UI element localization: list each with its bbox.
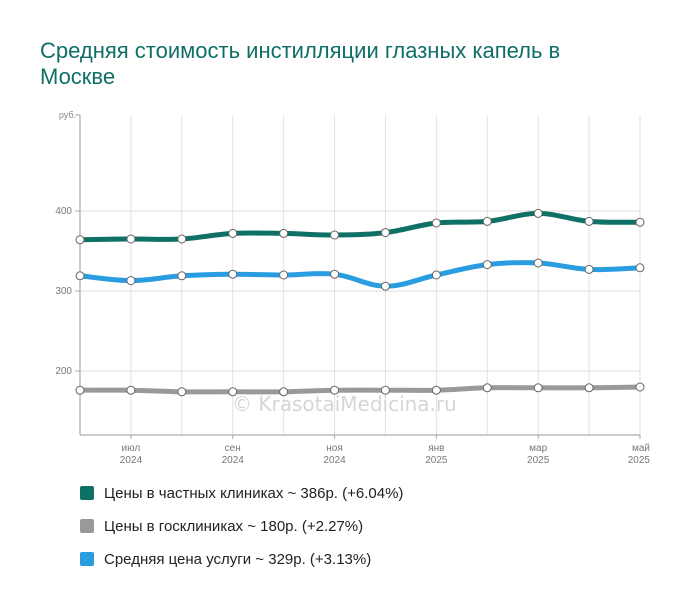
data-point (126, 385, 136, 395)
data-point (431, 270, 441, 280)
data-point (330, 269, 340, 279)
x-tick-label-year: 2024 (323, 455, 346, 466)
x-tick-label-year: 2025 (425, 455, 448, 466)
data-point (482, 383, 492, 393)
series-line-2 (77, 260, 643, 289)
data-point (380, 385, 390, 395)
data-point (533, 208, 543, 218)
series-lines (77, 210, 643, 395)
x-tick-label-month: ноя (326, 443, 343, 454)
x-tick-label-month: янв (428, 443, 444, 454)
data-point (533, 383, 543, 393)
y-tick-label: 400 (55, 206, 72, 217)
data-point (177, 234, 187, 244)
data-point (635, 382, 645, 392)
data-point (75, 385, 85, 395)
data-point (584, 383, 594, 393)
data-point (380, 228, 390, 238)
data-point (584, 216, 594, 226)
series-line-0 (77, 210, 643, 243)
data-point (228, 387, 238, 397)
data-point (533, 258, 543, 268)
legend-swatch (80, 486, 94, 500)
data-point (228, 228, 238, 238)
legend-item-2: Средняя цена услуги ~ 329р. (+3.13%) (80, 548, 403, 570)
data-point (279, 228, 289, 238)
legend-label: Цены в госклиниках ~ 180р. (+2.27%) (104, 517, 364, 535)
data-point (177, 387, 187, 397)
data-point (635, 263, 645, 273)
chart-title: Средняя стоимость инстилляции глазных ка… (40, 38, 561, 89)
x-tick-label-month: мар (529, 443, 547, 454)
data-point (279, 270, 289, 280)
x-tick-label-year: 2024 (222, 455, 245, 466)
legend-item-0: Цены в частных клиниках ~ 386р. (+6.04%) (80, 482, 403, 504)
data-point (635, 217, 645, 227)
data-point (431, 218, 441, 228)
legend-swatch (80, 552, 94, 566)
legend-label: Средняя цена услуги ~ 329р. (+3.13%) (104, 550, 372, 568)
data-point (75, 235, 85, 245)
data-point (482, 216, 492, 226)
data-point (177, 271, 187, 281)
axes: 200300400руб.июл2024сен2024ноя2024янв202… (55, 110, 650, 466)
x-tick-label-month: сен (225, 443, 241, 454)
data-point (126, 234, 136, 244)
y-tick-label: 200 (55, 366, 72, 377)
data-point (75, 271, 85, 281)
series-points (75, 208, 645, 397)
data-point (330, 230, 340, 240)
watermark: © KrasotaiMedicina.ru (232, 392, 457, 416)
legend-swatch (80, 519, 94, 533)
data-point (584, 264, 594, 274)
legend-label: Цены в частных клиниках ~ 386р. (+6.04%) (104, 484, 404, 502)
data-point (431, 385, 441, 395)
data-point (228, 269, 238, 279)
x-tick-label-year: 2025 (628, 455, 651, 466)
data-point (482, 260, 492, 270)
x-tick-label-year: 2025 (527, 455, 550, 466)
y-tick-label: 300 (55, 286, 72, 297)
data-point (126, 276, 136, 286)
data-point (330, 385, 340, 395)
data-point (380, 281, 390, 291)
legend-item-1: Цены в госклиниках ~ 180р. (+2.27%) (80, 515, 403, 537)
data-point (279, 387, 289, 397)
legend: Цены в частных клиниках ~ 386р. (+6.04%)… (80, 482, 403, 581)
y-axis-unit: руб. (59, 110, 76, 120)
x-tick-label-year: 2024 (120, 455, 143, 466)
x-tick-label-month: июл (122, 443, 141, 454)
x-tick-label-month: май (632, 443, 650, 454)
